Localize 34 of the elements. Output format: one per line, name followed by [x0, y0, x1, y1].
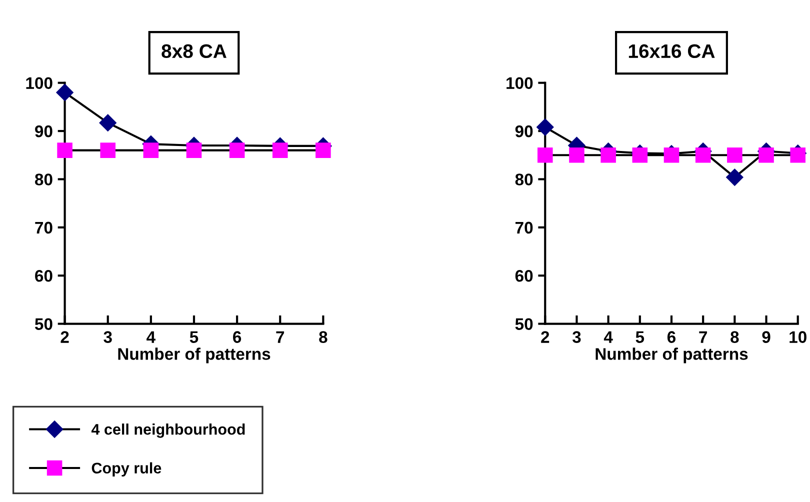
- y-tick-label: 90: [515, 125, 533, 138]
- x-axis-title: Number of patterns: [596, 348, 748, 364]
- legend-label: Copy rule: [92, 462, 162, 477]
- y-tick-label: 80: [34, 174, 52, 186]
- y-tick-label: 100: [506, 77, 533, 90]
- x-tick-label: 2: [60, 331, 69, 343]
- y-tick-label: 70: [35, 222, 52, 234]
- x-tick-label: 5: [636, 331, 644, 343]
- x-tick-label: 5: [190, 331, 198, 343]
- x-tick-label: 2: [541, 331, 550, 343]
- y-tick-label: 90: [35, 125, 52, 138]
- y-tick-label: 70: [516, 222, 533, 234]
- x-tick-label: 7: [699, 331, 707, 343]
- x-axis-title: Number of patterns: [118, 348, 270, 364]
- y-tick-label: 60: [35, 270, 52, 282]
- y-tick-label: 100: [26, 77, 52, 90]
- x-tick-label: 6: [667, 331, 676, 343]
- y-tick-label: 50: [34, 318, 52, 330]
- y-tick-label: 60: [515, 270, 533, 282]
- y-tick-label: 50: [515, 318, 533, 330]
- x-tick-label: 8: [730, 331, 739, 343]
- y-tick-label: 80: [515, 174, 533, 186]
- x-tick-label: 6: [233, 331, 242, 343]
- x-tick-label: 3: [104, 331, 112, 343]
- x-tick-label: 7: [276, 331, 284, 343]
- legend-label: 4 cell neighbourhood: [91, 424, 245, 438]
- x-tick-label: 8: [319, 331, 328, 343]
- x-tick-label: 10: [790, 331, 806, 343]
- chart-title: 16x16 CA: [628, 44, 715, 58]
- x-tick-label: 4: [146, 331, 156, 343]
- x-tick-label: 9: [762, 331, 770, 343]
- x-tick-label: 3: [572, 331, 581, 343]
- chart-title: 8x8 CA: [162, 44, 226, 58]
- x-tick-label: 4: [604, 331, 613, 343]
